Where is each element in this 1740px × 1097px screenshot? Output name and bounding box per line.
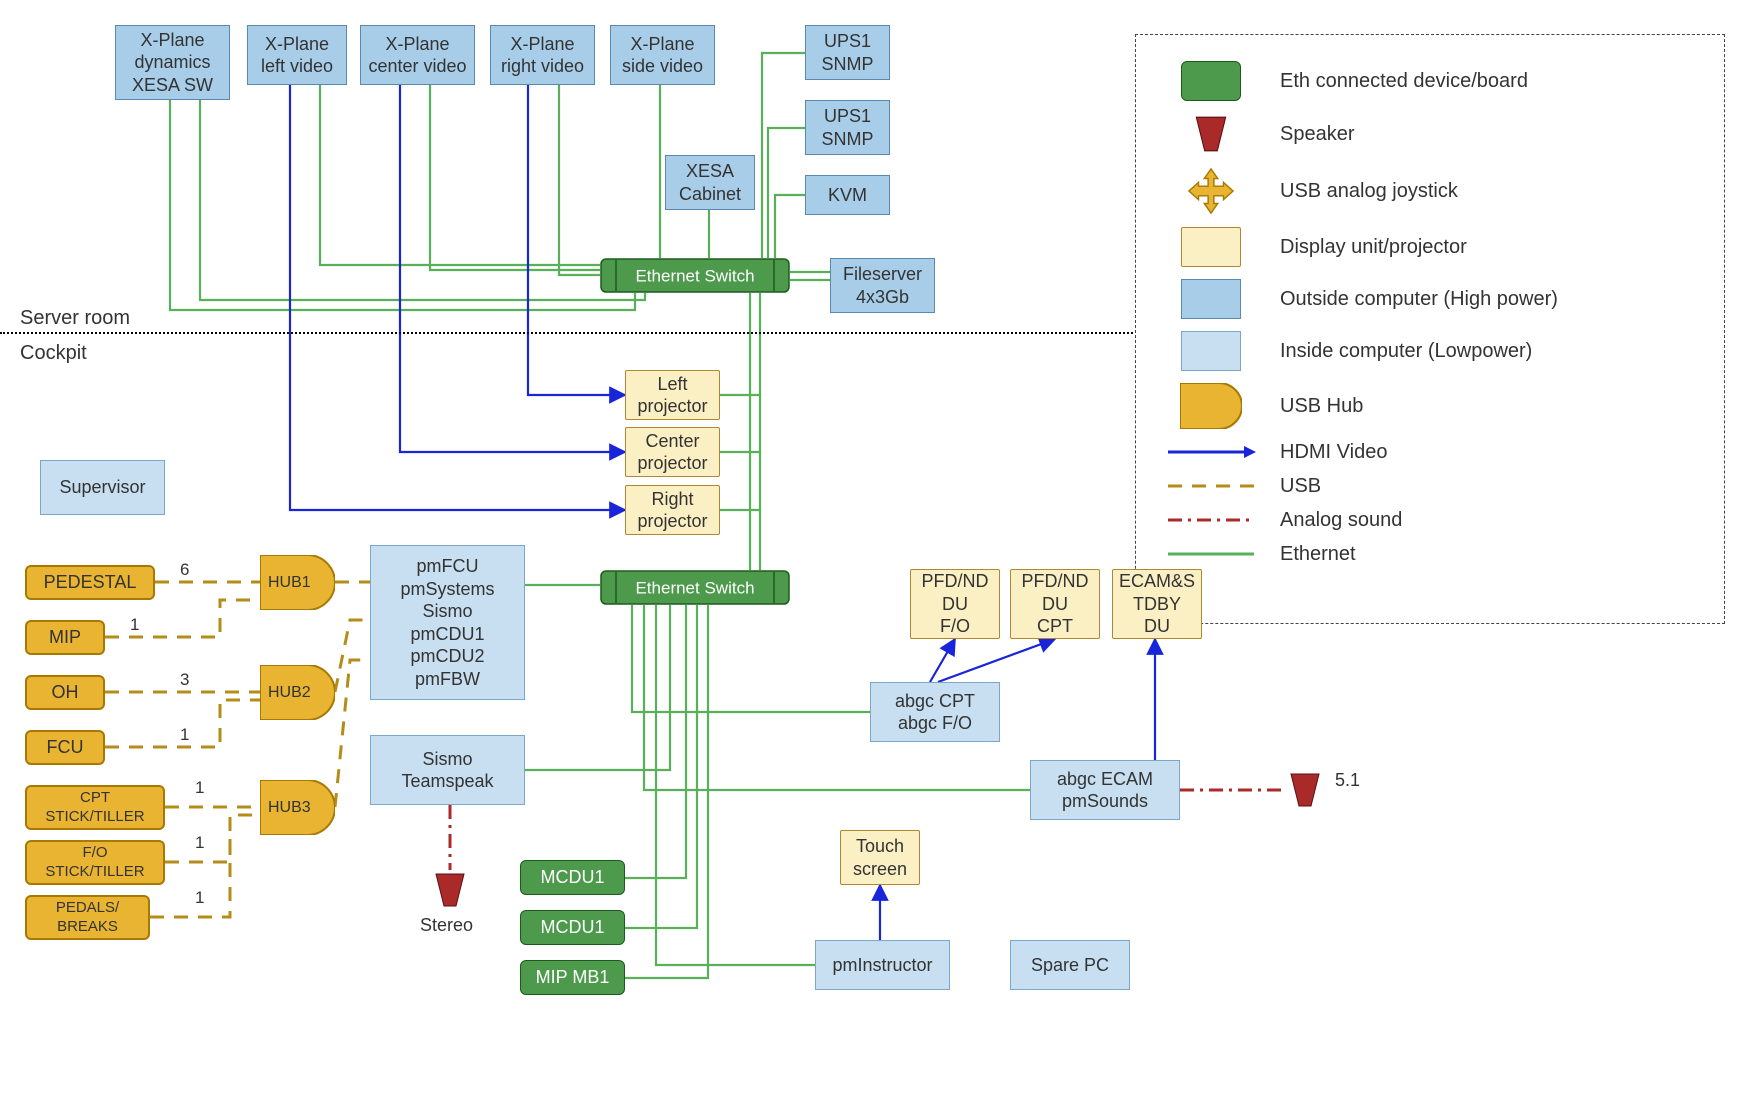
legend-item: USB analog joystick (1166, 167, 1694, 215)
edge-eth (775, 195, 805, 258)
node-xp-center: X-Planecenter video (360, 25, 475, 85)
node-cpt-stick: CPTSTICK/TILLER (25, 785, 165, 830)
node-pedestal: PEDESTAL (25, 565, 155, 600)
edge-hdmi (400, 85, 625, 452)
free-label: 5.1 (1335, 770, 1360, 791)
legend-item: Outside computer (High power) (1166, 279, 1694, 319)
label-cockpit: Cockpit (20, 342, 87, 365)
node-proj-left: Leftprojector (625, 370, 720, 420)
node-spare: Spare PC (1010, 940, 1130, 990)
node-xp-dyn: X-PlanedynamicsXESA SW (115, 25, 230, 100)
node-ups1: UPS1SNMP (805, 25, 890, 80)
node-supervisor: Supervisor (40, 460, 165, 515)
node-xp-side: X-Planeside video (610, 25, 715, 85)
edge-usb (105, 600, 260, 637)
node-sismo: SismoTeamspeak (370, 735, 525, 805)
edge-usb (335, 660, 370, 807)
node-pfd-cpt: PFD/NDDUCPT (1010, 569, 1100, 639)
node-spk-stereo (430, 870, 470, 910)
free-label: 1 (130, 615, 139, 635)
edge-hdmi (938, 639, 1055, 682)
edge-eth (200, 100, 645, 300)
node-pminstr: pmInstructor (815, 940, 950, 990)
legend-item: USB Hub (1166, 383, 1694, 429)
edge-eth (559, 85, 600, 275)
node-proj-right: Rightprojector (625, 485, 720, 535)
node-kvm: KVM (805, 175, 890, 215)
legend: Eth connected device/board Speaker USB ana… (1135, 34, 1725, 624)
edge-eth (625, 605, 686, 878)
svg-text:Ethernet Switch: Ethernet Switch (635, 579, 754, 598)
legend-item: Analog sound (1166, 509, 1694, 531)
node-fileserver: Fileserver4x3Gb (830, 258, 935, 313)
legend-item: Speaker (1166, 113, 1694, 155)
svg-text:Ethernet Switch: Ethernet Switch (635, 267, 754, 286)
node-xp-right: X-Planeright video (490, 25, 595, 85)
node-fcu: FCU (25, 730, 105, 765)
node-mcdu2: MCDU1 (520, 910, 625, 945)
node-mip: MIP MB1 (520, 960, 625, 995)
edge-eth (625, 605, 708, 978)
edge-eth (720, 293, 760, 395)
free-label: Stereo (420, 915, 473, 936)
free-label: 6 (180, 560, 189, 580)
edge-hdmi (290, 85, 625, 510)
node-hub2: HUB2 (260, 665, 335, 720)
node-ups2: UPS1SNMP (805, 100, 890, 155)
edge-eth (525, 605, 670, 770)
legend-item: Ethernet (1166, 543, 1694, 565)
edge-eth (320, 85, 600, 265)
node-ecam-du: ECAM&STDBYDU (1112, 569, 1202, 639)
node-hub1: HUB1 (260, 555, 335, 610)
edge-eth (656, 605, 815, 965)
edge-eth (170, 100, 635, 310)
free-label: 1 (180, 725, 189, 745)
node-proj-center: Centerprojector (625, 427, 720, 477)
region-divider (0, 332, 1140, 334)
edge-eth (768, 128, 805, 258)
node-spk-51 (1285, 770, 1325, 810)
edge-hdmi (528, 85, 625, 395)
node-abgc-cpt: abgc CPTabgc F/O (870, 682, 1000, 742)
node-esw1: Ethernet Switch (600, 258, 790, 293)
label-server-room: Server room (20, 307, 130, 330)
node-fo-stick: F/OSTICK/TILLER (25, 840, 165, 885)
legend-item: Eth connected device/board (1166, 61, 1694, 101)
edge-eth (632, 605, 870, 712)
free-label: 1 (195, 833, 204, 853)
legend-item: Display unit/projector (1166, 227, 1694, 267)
legend-item: HDMI Video (1166, 441, 1694, 463)
legend-item: USB (1166, 475, 1694, 497)
legend-item: Inside computer (Lowpower) (1166, 331, 1694, 371)
node-oh: OH (25, 675, 105, 710)
node-touch: Touchscreen (840, 830, 920, 885)
node-pmblock: pmFCUpmSystemsSismopmCDU1pmCDU2pmFBW (370, 545, 525, 700)
node-xp-left: X-Planeleft video (247, 25, 347, 85)
edge-eth (430, 85, 600, 270)
node-pfd-fo: PFD/NDDUF/O (910, 569, 1000, 639)
node-abgc-ecam: abgc ECAMpmSounds (1030, 760, 1180, 820)
free-label: 3 (180, 670, 189, 690)
node-xesa-cab: XESACabinet (665, 155, 755, 210)
node-usb-mip: MIP (25, 620, 105, 655)
node-pedals: PEDALS/BREAKS (25, 895, 150, 940)
free-label: 1 (195, 888, 204, 908)
edge-usb (165, 815, 260, 862)
node-esw2: Ethernet Switch (600, 570, 790, 605)
edge-usb (335, 620, 370, 692)
edge-eth (625, 605, 697, 928)
edge-hdmi (930, 639, 955, 682)
node-mcdu1: MCDU1 (520, 860, 625, 895)
node-hub3: HUB3 (260, 780, 335, 835)
edge-eth (762, 53, 805, 258)
free-label: 1 (195, 778, 204, 798)
